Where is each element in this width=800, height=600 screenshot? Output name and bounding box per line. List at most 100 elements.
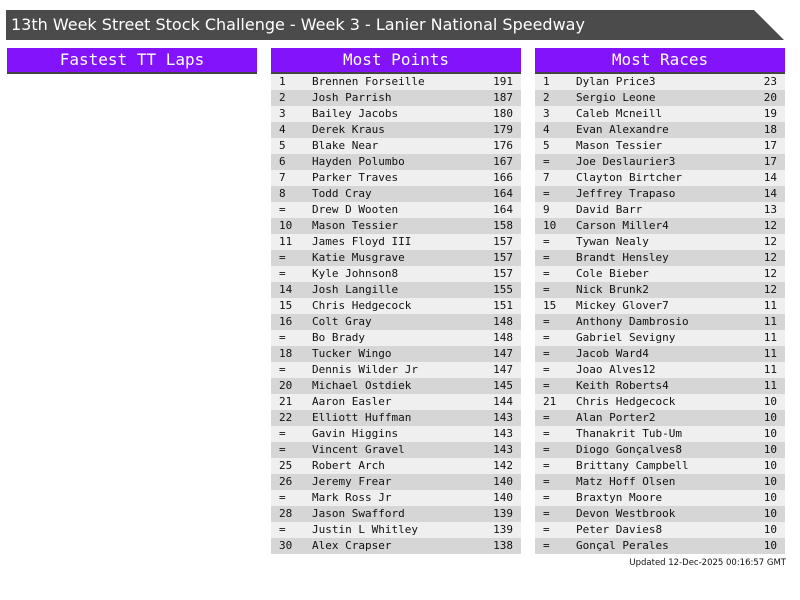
table-row: = Braxtyn Moore 10 [535, 490, 785, 506]
rank-cell: 16 [279, 315, 293, 328]
rank-cell: 3 [543, 107, 550, 120]
driver-name-cell: Elliott Huffman [312, 411, 412, 424]
driver-name-cell: Nick Brunk2 [576, 283, 649, 296]
rank-cell: = [543, 235, 550, 248]
value-cell: 10 [763, 507, 777, 520]
rank-cell: 18 [279, 347, 293, 360]
leaderboard-list: 1 Dylan Price3 23 2 Sergio Leone 20 3 Caleb Mcn… [535, 74, 785, 554]
rank-cell: 28 [279, 507, 293, 520]
driver-name-cell: Josh Langille [312, 283, 399, 296]
table-row: 30 Alex Crapser 138 [271, 538, 521, 554]
driver-name-cell: Jeremy Frear [312, 475, 392, 488]
driver-name-cell: Blake Near [312, 139, 379, 152]
driver-name-cell: Dennis Wilder Jr [312, 363, 418, 376]
value-cell: 10 [763, 411, 777, 424]
rank-cell: = [543, 443, 550, 456]
driver-name-cell: Brennen Forseille [312, 75, 425, 88]
driver-name-cell: Josh Parrish [312, 91, 392, 104]
rank-cell: = [279, 251, 286, 264]
value-cell: 142 [493, 459, 513, 472]
table-row: 1 Dylan Price3 23 [535, 74, 785, 90]
rank-cell: = [543, 155, 550, 168]
rank-cell: 3 [279, 107, 286, 120]
value-cell: 17 [763, 155, 777, 168]
driver-name-cell: Thanakrit Tub-Um [576, 427, 682, 440]
driver-name-cell: Chris Hedgecock [576, 395, 676, 408]
table-row: 3 Caleb Mcneill 19 [535, 106, 785, 122]
driver-name-cell: Gavin Higgins [312, 427, 399, 440]
value-cell: 148 [493, 315, 513, 328]
rank-cell: 4 [279, 123, 286, 136]
rank-cell: 21 [279, 395, 293, 408]
value-cell: 140 [493, 475, 513, 488]
driver-name-cell: Todd Cray [312, 187, 372, 200]
value-cell: 14 [763, 187, 777, 200]
panel-header: Most Points [271, 48, 521, 74]
rank-cell: 21 [543, 395, 557, 408]
value-cell: 139 [493, 523, 513, 536]
table-row: 3 Bailey Jacobs 180 [271, 106, 521, 122]
value-cell: 166 [493, 171, 513, 184]
rank-cell: 1 [279, 75, 286, 88]
table-row: 2 Sergio Leone 20 [535, 90, 785, 106]
rank-cell: 10 [543, 219, 557, 232]
value-cell: 139 [493, 507, 513, 520]
rank-cell: 15 [279, 299, 293, 312]
driver-name-cell: Braxtyn Moore [576, 491, 663, 504]
rank-cell: 9 [543, 203, 550, 216]
driver-name-cell: Jeffrey Trapaso [576, 187, 676, 200]
rank-cell: 6 [279, 155, 286, 168]
driver-name-cell: Cole Bieber [576, 267, 649, 280]
value-cell: 167 [493, 155, 513, 168]
value-cell: 164 [493, 187, 513, 200]
value-cell: 20 [763, 91, 777, 104]
rank-cell: = [279, 363, 286, 376]
driver-name-cell: Kyle Johnson8 [312, 267, 399, 280]
value-cell: 10 [763, 491, 777, 504]
driver-name-cell: David Barr [576, 203, 643, 216]
table-row: 10 Carson Miller4 12 [535, 218, 785, 234]
driver-name-cell: Brittany Campbell [576, 459, 689, 472]
rank-cell: = [543, 347, 550, 360]
page-title-bar: 13th Week Street Stock Challenge - Week … [6, 10, 784, 40]
value-cell: 10 [763, 475, 777, 488]
rank-cell: = [543, 251, 550, 264]
table-row: 20 Michael Ostdiek 145 [271, 378, 521, 394]
driver-name-cell: Gonçal Perales [576, 539, 669, 552]
table-row: 11 James Floyd III 157 [271, 234, 521, 250]
table-row: 2 Josh Parrish 187 [271, 90, 521, 106]
driver-name-cell: Gabriel Sevigny [576, 331, 676, 344]
table-row: 7 Parker Traves 166 [271, 170, 521, 186]
value-cell: 155 [493, 283, 513, 296]
table-row: 7 Clayton Birtcher 14 [535, 170, 785, 186]
table-row: = Justin L Whitley 139 [271, 522, 521, 538]
rank-cell: = [543, 475, 550, 488]
value-cell: 147 [493, 363, 513, 376]
table-row: 9 David Barr 13 [535, 202, 785, 218]
driver-name-cell: Drew D Wooten [312, 203, 399, 216]
value-cell: 145 [493, 379, 513, 392]
driver-name-cell: Tucker Wingo [312, 347, 392, 360]
table-row: 10 Mason Tessier 158 [271, 218, 521, 234]
driver-name-cell: Justin L Whitley [312, 523, 418, 536]
rank-cell: 8 [279, 187, 286, 200]
value-cell: 138 [493, 539, 513, 552]
value-cell: 143 [493, 411, 513, 424]
value-cell: 10 [763, 523, 777, 536]
table-row: 4 Evan Alexandre 18 [535, 122, 785, 138]
table-row: = Anthony Dambrosio 11 [535, 314, 785, 330]
rank-cell: = [543, 331, 550, 344]
rank-cell: = [543, 411, 550, 424]
driver-name-cell: Dylan Price3 [576, 75, 656, 88]
table-row: = Brittany Campbell 10 [535, 458, 785, 474]
rank-cell: 14 [279, 283, 293, 296]
table-row: = Matz Hoff Olsen 10 [535, 474, 785, 490]
value-cell: 148 [493, 331, 513, 344]
driver-name-cell: Mark Ross Jr [312, 491, 392, 504]
value-cell: 14 [763, 171, 777, 184]
rank-cell: = [279, 443, 286, 456]
value-cell: 10 [763, 459, 777, 472]
driver-name-cell: Mickey Glover7 [576, 299, 669, 312]
driver-name-cell: Joe Deslaurier3 [576, 155, 676, 168]
table-row: = Gabriel Sevigny 11 [535, 330, 785, 346]
